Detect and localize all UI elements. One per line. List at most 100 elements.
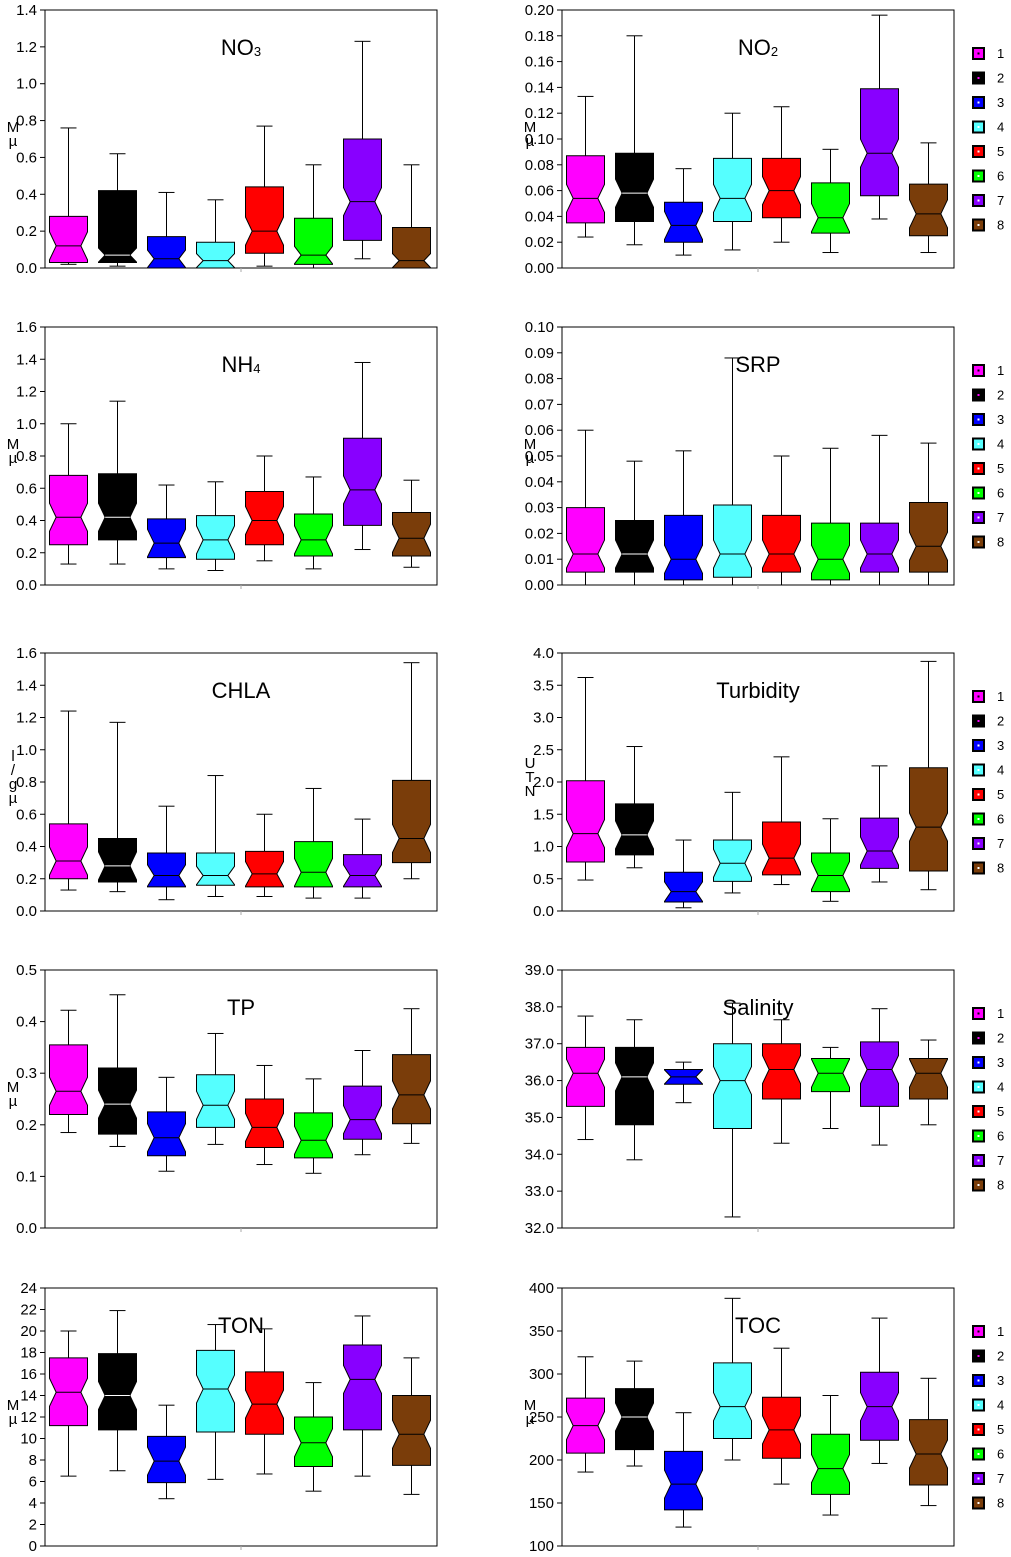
legend-swatch-dot: [977, 175, 980, 177]
y-axis-label-char: µ: [526, 133, 535, 150]
legend-item-2: 2: [972, 1031, 1004, 1046]
y-tick-label: 0.2: [16, 1117, 37, 1134]
y-tick-label: 20: [20, 1323, 37, 1340]
legend: 1 2 3 4 5 6 7 8: [972, 46, 1004, 233]
legend-label: 4: [997, 1080, 1004, 1095]
y-tick-label: 22: [20, 1302, 37, 1319]
chart-panel-3: 0.0 0.2 0.4 0.6 0.8 1.0 1.2 1.4 1.6 Mµ NH4: [7, 319, 438, 594]
box-body: [909, 501, 948, 573]
legend-item-7: 7: [972, 836, 1004, 851]
legend-swatch-dot: [977, 394, 980, 396]
box-body: [811, 182, 850, 234]
legend-label: 5: [997, 144, 1004, 159]
box-body: [392, 226, 431, 269]
box-8: [392, 662, 431, 880]
y-tick-label: 33.0: [525, 1183, 554, 1200]
legend: 1 2 3 4 5 6 7 8: [972, 689, 1004, 876]
chart-title: NH4: [221, 352, 260, 377]
legend-label: 4: [997, 120, 1004, 135]
y-axis-label-char: M: [524, 119, 537, 136]
legend-swatch-dot: [977, 744, 980, 747]
y-tick-label: 0.00: [525, 577, 554, 594]
legend-item-6: 6: [972, 812, 1004, 827]
box-body: [762, 821, 801, 876]
y-tick-label: 0.14: [525, 79, 554, 96]
box-6: [811, 148, 850, 254]
box-4: [196, 199, 235, 269]
legend-item-5: 5: [972, 144, 1004, 159]
y-tick-label: 0.20: [525, 2, 554, 19]
y-axis-label-char: µ: [9, 1093, 18, 1110]
y-tick-label: 1.6: [16, 645, 37, 662]
legend-swatch-dot: [977, 492, 980, 494]
y-tick-label: 0.4: [16, 1014, 37, 1031]
box-5: [762, 1019, 801, 1144]
legend-swatch-dot: [977, 769, 980, 771]
legend-label: 1: [997, 363, 1004, 378]
legend-item-7: 7: [972, 1471, 1004, 1486]
box-body: [615, 1046, 654, 1126]
y-tick-label: 0: [29, 1538, 37, 1555]
box-3: [147, 484, 186, 570]
box-body: [762, 157, 801, 219]
legend-label: 3: [997, 1373, 1004, 1388]
box-body: [147, 236, 186, 269]
legend-swatch-dot: [977, 1159, 980, 1162]
y-tick-label: 150: [529, 1495, 554, 1512]
box-body: [811, 1433, 850, 1495]
box-body: [294, 841, 333, 888]
y-tick-label: 32.0: [525, 1220, 554, 1237]
legend-item-8: 8: [972, 1178, 1004, 1193]
box-4: [713, 357, 752, 586]
y-tick-label: 400: [529, 1280, 554, 1297]
chart-panel-10: 100 150 200 250 300 350 400 Mµ TOC 1 2 3 4 5 6 7 8: [524, 1280, 1004, 1555]
box-8: [909, 1039, 948, 1126]
box-body: [196, 1349, 235, 1433]
box-1: [49, 423, 88, 565]
legend-item-3: 3: [972, 738, 1004, 753]
y-axis-label-char: µ: [9, 790, 18, 807]
box-body: [615, 152, 654, 223]
y-tick-label: 35.0: [525, 1109, 554, 1126]
box-2: [615, 746, 654, 869]
box-body: [245, 490, 284, 546]
box-body: [147, 518, 186, 559]
chart-title: CHLA: [212, 678, 271, 703]
y-tick-label: 0.4: [16, 186, 37, 203]
box-body: [811, 1057, 850, 1093]
legend-swatch-dot: [977, 867, 980, 869]
y-tick-label: 0.0: [16, 1220, 37, 1237]
legend-swatch-dot: [977, 695, 980, 698]
legend-label: 6: [997, 1447, 1004, 1462]
box-4: [713, 1002, 752, 1218]
legend-label: 4: [997, 1398, 1004, 1413]
box-8: [392, 1357, 431, 1495]
y-axis-label-char: µ: [9, 450, 18, 467]
legend-swatch-dot: [977, 224, 980, 226]
legend-swatch-dot: [977, 101, 980, 104]
legend-swatch-dot: [977, 1037, 980, 1039]
chart-panel-4: 0.00 0.01 0.02 0.03 0.04 0.05 0.06 0.07 0.08 0.09…: [524, 319, 1004, 594]
box-3: [147, 191, 186, 269]
legend-swatch-dot: [977, 1086, 980, 1088]
legend-label: 8: [997, 218, 1004, 233]
y-tick-label: 0.10: [525, 319, 554, 336]
box-body: [860, 88, 899, 197]
y-tick-label: 0.04: [525, 208, 554, 225]
y-tick-label: 1.6: [16, 319, 37, 336]
box-body: [713, 1362, 752, 1439]
legend-item-2: 2: [972, 388, 1004, 403]
y-tick-label: 0.3: [16, 1065, 37, 1082]
box-1: [566, 1356, 605, 1473]
y-tick-label: 0.2: [16, 545, 37, 562]
y-tick-label: 0.04: [525, 474, 554, 491]
box-body: [713, 504, 752, 578]
legend-label: 6: [997, 486, 1004, 501]
y-tick-label: 1.0: [16, 76, 37, 93]
legend-swatch-dot: [977, 1404, 980, 1406]
y-tick-label: 0.4: [16, 513, 37, 530]
box-body: [343, 1085, 382, 1140]
box-body: [196, 852, 235, 886]
box-2: [98, 994, 137, 1147]
y-tick-label: 1.2: [16, 39, 37, 56]
